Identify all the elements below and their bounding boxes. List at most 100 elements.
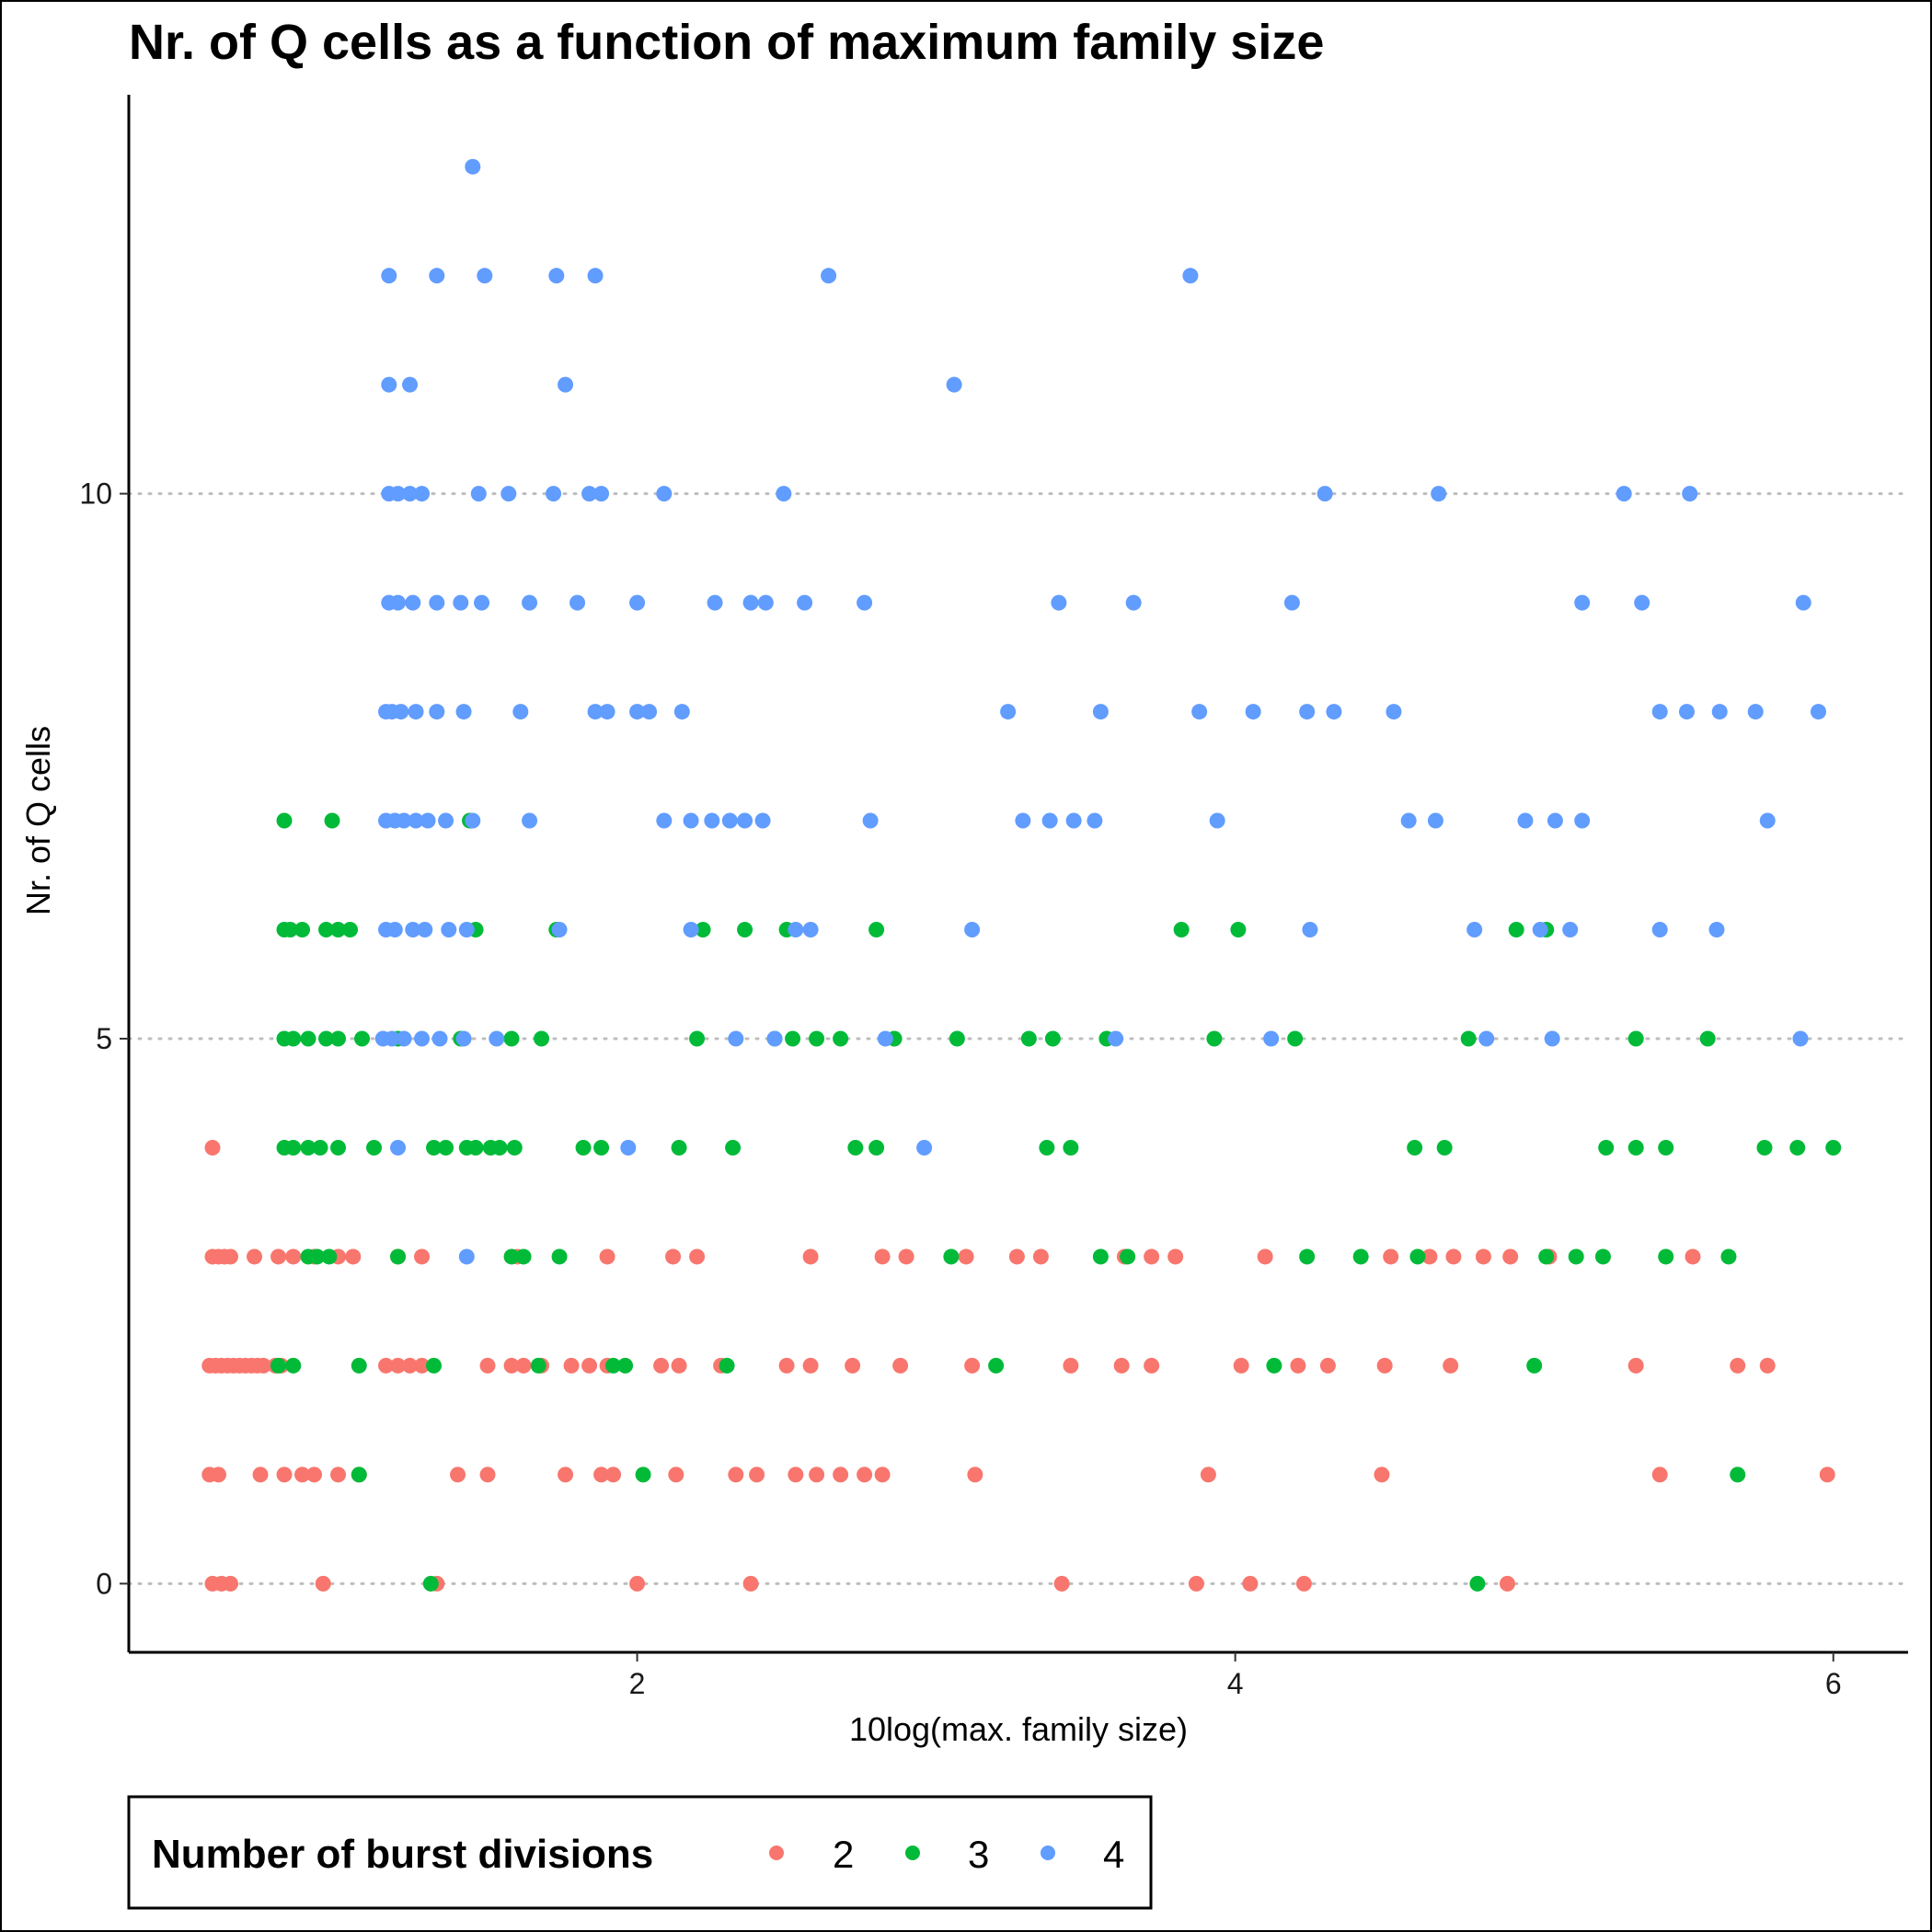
data-point-series-2 bbox=[1445, 1248, 1462, 1265]
data-point-series-2 bbox=[1759, 1357, 1776, 1374]
data-point-series-2 bbox=[276, 1466, 293, 1483]
data-point-series-4 bbox=[417, 922, 433, 938]
data-point-series-2 bbox=[1319, 1357, 1336, 1374]
data-point-series-4 bbox=[558, 376, 574, 393]
data-point-series-2 bbox=[1233, 1357, 1249, 1374]
data-point-series-3 bbox=[1287, 1030, 1304, 1047]
data-point-series-3 bbox=[1594, 1248, 1611, 1265]
data-point-series-4 bbox=[438, 812, 454, 829]
data-point-series-4 bbox=[1263, 1030, 1280, 1047]
data-point-series-4 bbox=[381, 376, 397, 393]
data-point-series-3 bbox=[1825, 1139, 1842, 1156]
data-point-series-3 bbox=[1063, 1139, 1079, 1156]
data-point-series-2 bbox=[788, 1466, 804, 1483]
data-point-series-2 bbox=[558, 1466, 574, 1483]
data-point-series-3 bbox=[426, 1139, 443, 1156]
data-point-series-3 bbox=[1352, 1248, 1369, 1265]
data-point-series-2 bbox=[414, 1357, 431, 1374]
data-point-series-4 bbox=[656, 486, 673, 502]
data-point-series-4 bbox=[1299, 704, 1316, 720]
data-point-series-3 bbox=[366, 1139, 383, 1156]
data-point-series-2 bbox=[668, 1466, 684, 1483]
data-point-series-3 bbox=[285, 1139, 302, 1156]
legend-label-3: 3 bbox=[968, 1833, 989, 1876]
data-point-series-2 bbox=[1651, 1466, 1668, 1483]
data-point-series-4 bbox=[522, 594, 538, 611]
data-point-series-4 bbox=[673, 704, 690, 720]
data-point-series-2 bbox=[1167, 1248, 1184, 1265]
data-point-series-2 bbox=[255, 1357, 271, 1374]
data-point-series-2 bbox=[605, 1466, 622, 1483]
data-point-series-3 bbox=[689, 1030, 706, 1047]
data-point-series-4 bbox=[641, 704, 658, 720]
data-point-series-2 bbox=[742, 1575, 759, 1592]
data-point-series-3 bbox=[785, 1030, 801, 1047]
data-point-series-4 bbox=[458, 922, 475, 938]
data-point-series-2 bbox=[749, 1466, 765, 1483]
data-point-series-3 bbox=[1044, 1030, 1061, 1047]
data-point-series-4 bbox=[629, 594, 646, 611]
data-point-series-4 bbox=[1651, 704, 1668, 720]
data-point-series-4 bbox=[548, 268, 565, 284]
data-point-series-3 bbox=[671, 1139, 687, 1156]
data-point-series-2 bbox=[1290, 1357, 1306, 1374]
data-point-series-2 bbox=[689, 1248, 706, 1265]
data-point-series-4 bbox=[402, 376, 419, 393]
data-point-series-2 bbox=[581, 1357, 598, 1374]
data-point-series-2 bbox=[892, 1357, 909, 1374]
data-point-series-3 bbox=[282, 922, 299, 938]
data-point-series-2 bbox=[479, 1357, 496, 1374]
data-point-series-4 bbox=[390, 594, 407, 611]
data-point-series-3 bbox=[868, 1139, 885, 1156]
data-point-series-4 bbox=[797, 594, 813, 611]
data-point-series-4 bbox=[946, 376, 962, 393]
data-point-series-4 bbox=[1326, 704, 1342, 720]
data-point-series-3 bbox=[515, 1248, 532, 1265]
data-point-series-4 bbox=[470, 486, 487, 502]
data-point-series-3 bbox=[1720, 1248, 1737, 1265]
data-point-series-3 bbox=[551, 1248, 568, 1265]
data-point-series-4 bbox=[1682, 486, 1698, 502]
data-point-series-4 bbox=[1191, 704, 1208, 720]
data-point-series-3 bbox=[1266, 1357, 1282, 1374]
data-point-series-2 bbox=[1144, 1357, 1160, 1374]
data-point-series-3 bbox=[318, 922, 335, 938]
data-point-series-3 bbox=[270, 1357, 287, 1374]
y-tick-label: 10 bbox=[79, 477, 112, 511]
data-point-series-4 bbox=[453, 594, 469, 611]
data-point-series-4 bbox=[420, 812, 436, 829]
legend-key-2 bbox=[769, 1846, 784, 1860]
data-point-series-4 bbox=[877, 1030, 893, 1047]
data-point-series-3 bbox=[438, 1139, 454, 1156]
data-point-series-4 bbox=[1051, 594, 1067, 611]
data-point-series-4 bbox=[396, 1030, 412, 1047]
data-point-series-3 bbox=[294, 922, 311, 938]
data-point-series-4 bbox=[414, 486, 431, 502]
y-tick-label: 5 bbox=[96, 1022, 112, 1055]
data-point-series-2 bbox=[1188, 1575, 1204, 1592]
data-point-series-3 bbox=[1538, 1248, 1555, 1265]
data-point-series-3 bbox=[330, 922, 347, 938]
data-point-series-4 bbox=[465, 812, 481, 829]
data-point-series-3 bbox=[1469, 1575, 1486, 1592]
data-point-series-3 bbox=[503, 1248, 520, 1265]
x-tick-label: 4 bbox=[1227, 1667, 1244, 1700]
data-point-series-2 bbox=[330, 1466, 347, 1483]
data-point-series-2 bbox=[1008, 1248, 1025, 1265]
data-point-series-3 bbox=[309, 1248, 326, 1265]
data-point-series-4 bbox=[390, 486, 407, 502]
data-point-series-2 bbox=[629, 1575, 646, 1592]
data-point-series-3 bbox=[318, 1030, 335, 1047]
data-point-series-4 bbox=[551, 922, 568, 938]
data-point-series-4 bbox=[1759, 812, 1776, 829]
data-point-series-3 bbox=[1508, 922, 1524, 938]
data-point-series-2 bbox=[223, 1248, 239, 1265]
data-point-series-2 bbox=[1374, 1466, 1390, 1483]
data-point-series-4 bbox=[1708, 922, 1725, 938]
data-point-series-2 bbox=[1421, 1248, 1438, 1265]
data-point-series-3 bbox=[1299, 1248, 1316, 1265]
data-point-series-2 bbox=[1376, 1357, 1393, 1374]
data-point-series-2 bbox=[967, 1466, 983, 1483]
data-point-series-2 bbox=[874, 1248, 891, 1265]
